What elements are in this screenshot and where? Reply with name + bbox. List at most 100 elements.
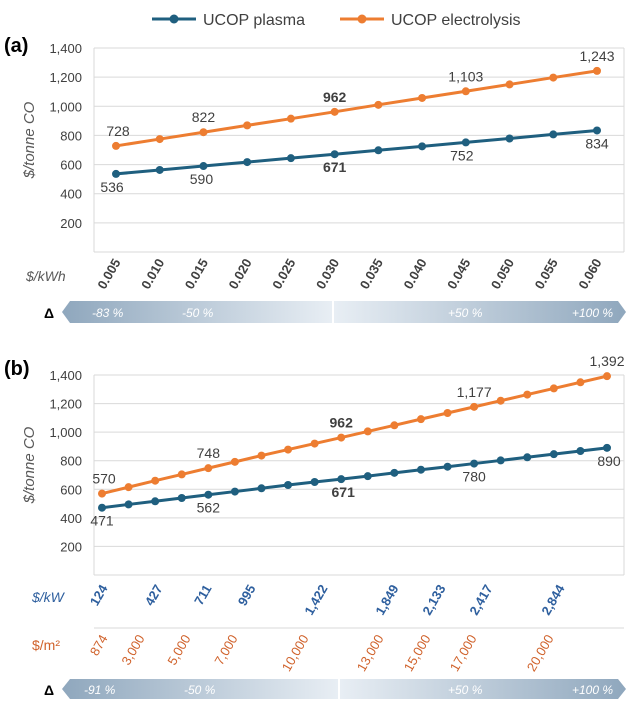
plasma-point [363,472,372,481]
data-label: 1,103 [448,68,483,84]
panel-b-y-tick-labels: 200 400 600 800 1,000 1,200 1,400 [49,368,82,554]
plasma-point [243,158,252,167]
y-tick-label: 1,200 [49,397,82,412]
y-tick-label: 800 [60,454,82,469]
plasma-point [461,138,470,147]
data-label: 671 [323,159,347,175]
electrolysis-point [204,464,213,473]
electrolysis-point [416,415,425,424]
panel-a-delta-band-left [62,301,332,323]
electrolysis-point [470,402,479,411]
panel-a-data-labels: 536 590 671 752 834 728 822 962 1,103 1,243 [100,48,614,195]
kw-tick-label: 2,844 [538,581,568,617]
data-label: 671 [332,484,356,500]
plasma-point [374,146,383,155]
electrolysis-point [418,93,427,102]
kw-tick-label: 427 [142,582,166,608]
legend-plasma-label: UCOP plasma [203,12,305,29]
electrolysis-point [363,427,372,436]
electrolysis-point [549,73,558,82]
electrolysis-point [286,114,295,123]
panel-a-x-tick-labels: 0.005 0.010 0.015 0.020 0.025 0.030 0.035 0.040… [94,256,604,292]
electrolysis-point [284,445,293,454]
plasma-point [470,459,479,468]
data-label: 890 [597,453,621,469]
legend: UCOP plasma UCOP electrolysis [152,12,521,29]
x-tick-label: 0.060 [575,256,604,292]
plasma-point [155,165,164,174]
plasma-point [124,500,133,509]
electrolysis-point [576,378,585,387]
plasma-point [418,142,427,151]
plasma-point [390,468,399,477]
panel-b-delta-symbol: Δ [44,682,54,698]
y-tick-label: 1,400 [49,368,82,383]
panel-a-label: (a) [4,35,28,57]
data-label: 1,177 [457,384,492,400]
plasma-point [199,162,208,171]
y-tick-label: 600 [60,158,82,173]
data-label: 962 [330,415,354,431]
plasma-line [101,446,608,510]
x-tick-label: 0.040 [400,256,429,292]
panel-a-delta-label: -83 % [92,306,124,320]
data-label: 748 [197,445,221,461]
data-label: 962 [323,89,347,105]
electrolysis-point [603,372,611,381]
panel-b-kw-tick-labels: 124 427 711 995 1,422 1,849 2,133 2,417 2,844 [87,581,568,617]
electrolysis-point [523,390,532,399]
panel-b-ylabel: $/tonne CO [21,426,38,504]
plasma-point [204,490,213,499]
electrolysis-point [199,128,208,137]
plasma-point [443,462,452,471]
data-label: 536 [100,179,124,195]
plasma-point [286,154,295,163]
electrolysis-point [549,384,558,393]
electrolysis-point [337,433,346,442]
panel-b-data-labels: 471 562 671 780 890 570 748 962 1,177 1,392 [90,353,624,529]
x-tick-label: 0.015 [182,256,211,292]
m2-tick-label: 3,000 [118,632,147,668]
y-tick-label: 800 [60,128,82,143]
panel-a-y-tick-labels: 200 400 600 800 1,000 1,200 1,400 [49,41,82,231]
plasma-point [337,475,346,484]
data-label: 822 [192,109,216,125]
x-tick-label: 0.005 [94,256,123,292]
electrolysis-point [593,66,601,75]
kw-tick-label: 124 [87,581,111,608]
panel-b-label: (b) [4,358,30,380]
x-tick-label: 0.045 [444,256,473,292]
plasma-point [257,484,266,493]
y-tick-label: 1,000 [49,425,82,440]
electrolysis-point [330,107,339,116]
panel-a-series [112,66,601,178]
x-tick-label: 0.030 [313,256,342,292]
plasma-point [505,134,514,143]
panel-b-gridlines [93,374,625,576]
y-tick-label: 1,200 [49,70,82,85]
panel-a-xaxis-title: $/kWh [25,268,66,284]
x-tick-label: 0.010 [138,256,167,292]
panel-b-m2-axis-title: $/m² [32,637,60,653]
x-tick-label: 0.055 [532,256,561,292]
electrolysis-point [112,141,120,150]
electrolysis-line [115,69,598,148]
panel-b-delta-label: +50 % [448,683,483,697]
electrolysis-point [374,100,383,109]
m2-tick-label: 20,000 [524,632,557,674]
y-tick-label: 600 [60,482,82,497]
panel-a-delta-label: -50 % [182,306,214,320]
electrolysis-point [230,457,239,466]
electrolysis-point [151,476,160,485]
m2-tick-label: 5,000 [164,632,193,668]
plasma-point [151,497,160,506]
data-label: 570 [92,471,116,487]
y-tick-label: 200 [60,539,82,554]
electrolysis-point [443,409,452,417]
m2-tick-label: 10,000 [279,632,312,674]
kw-tick-label: 2,417 [466,582,495,618]
m2-tick-label: 13,000 [354,632,387,674]
plasma-point [98,503,106,512]
m2-tick-label: 17,000 [447,632,480,674]
